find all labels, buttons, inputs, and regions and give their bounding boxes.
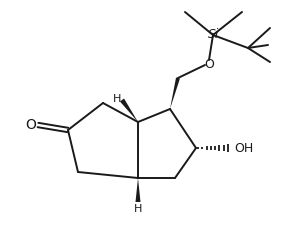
Text: H: H: [134, 204, 142, 214]
Text: O: O: [25, 118, 36, 132]
Text: O: O: [204, 58, 214, 70]
Text: OH: OH: [234, 141, 254, 154]
Polygon shape: [120, 98, 138, 122]
Polygon shape: [135, 178, 141, 202]
Text: Si: Si: [208, 27, 220, 40]
Polygon shape: [170, 78, 180, 109]
Text: H: H: [113, 94, 121, 104]
